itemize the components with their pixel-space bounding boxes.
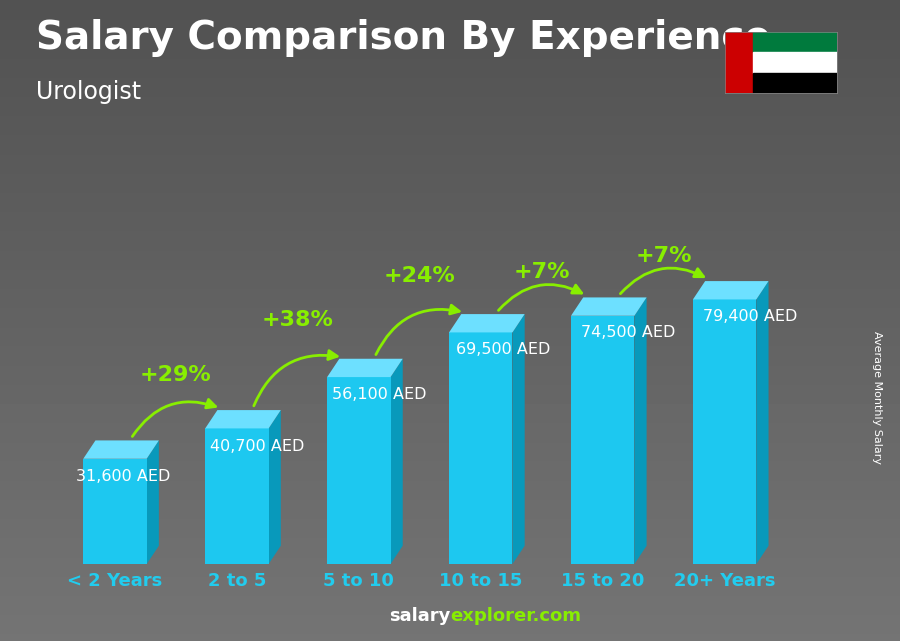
Text: 31,600 AED: 31,600 AED — [76, 469, 170, 485]
Polygon shape — [84, 459, 147, 564]
Text: explorer.com: explorer.com — [450, 607, 581, 625]
Polygon shape — [268, 410, 281, 564]
Text: 79,400 AED: 79,400 AED — [703, 309, 797, 324]
Polygon shape — [449, 314, 525, 333]
Bar — [724, 32, 752, 93]
Text: +38%: +38% — [262, 310, 334, 330]
Polygon shape — [147, 440, 159, 564]
Polygon shape — [205, 428, 268, 564]
Text: 40,700 AED: 40,700 AED — [210, 439, 304, 454]
Polygon shape — [327, 377, 391, 564]
Text: 74,500 AED: 74,500 AED — [580, 325, 675, 340]
Polygon shape — [571, 316, 634, 564]
Text: 56,100 AED: 56,100 AED — [332, 387, 427, 402]
Bar — [752, 32, 837, 53]
Text: +7%: +7% — [635, 246, 692, 266]
Polygon shape — [634, 297, 646, 564]
Text: Average Monthly Salary: Average Monthly Salary — [872, 331, 883, 464]
Polygon shape — [327, 359, 402, 377]
Text: +7%: +7% — [514, 262, 570, 283]
Polygon shape — [512, 314, 525, 564]
Text: 69,500 AED: 69,500 AED — [456, 342, 551, 357]
Text: +29%: +29% — [140, 365, 212, 385]
Bar — [752, 53, 837, 72]
Polygon shape — [693, 281, 769, 299]
Text: salary: salary — [389, 607, 450, 625]
Polygon shape — [449, 333, 512, 564]
Polygon shape — [205, 410, 281, 428]
Polygon shape — [571, 297, 646, 316]
Text: +24%: +24% — [384, 266, 455, 286]
Polygon shape — [693, 299, 756, 564]
Text: Urologist: Urologist — [36, 80, 141, 104]
Polygon shape — [84, 440, 159, 459]
Polygon shape — [391, 359, 402, 564]
Bar — [752, 72, 837, 93]
Polygon shape — [756, 281, 769, 564]
Text: Salary Comparison By Experience: Salary Comparison By Experience — [36, 19, 770, 57]
